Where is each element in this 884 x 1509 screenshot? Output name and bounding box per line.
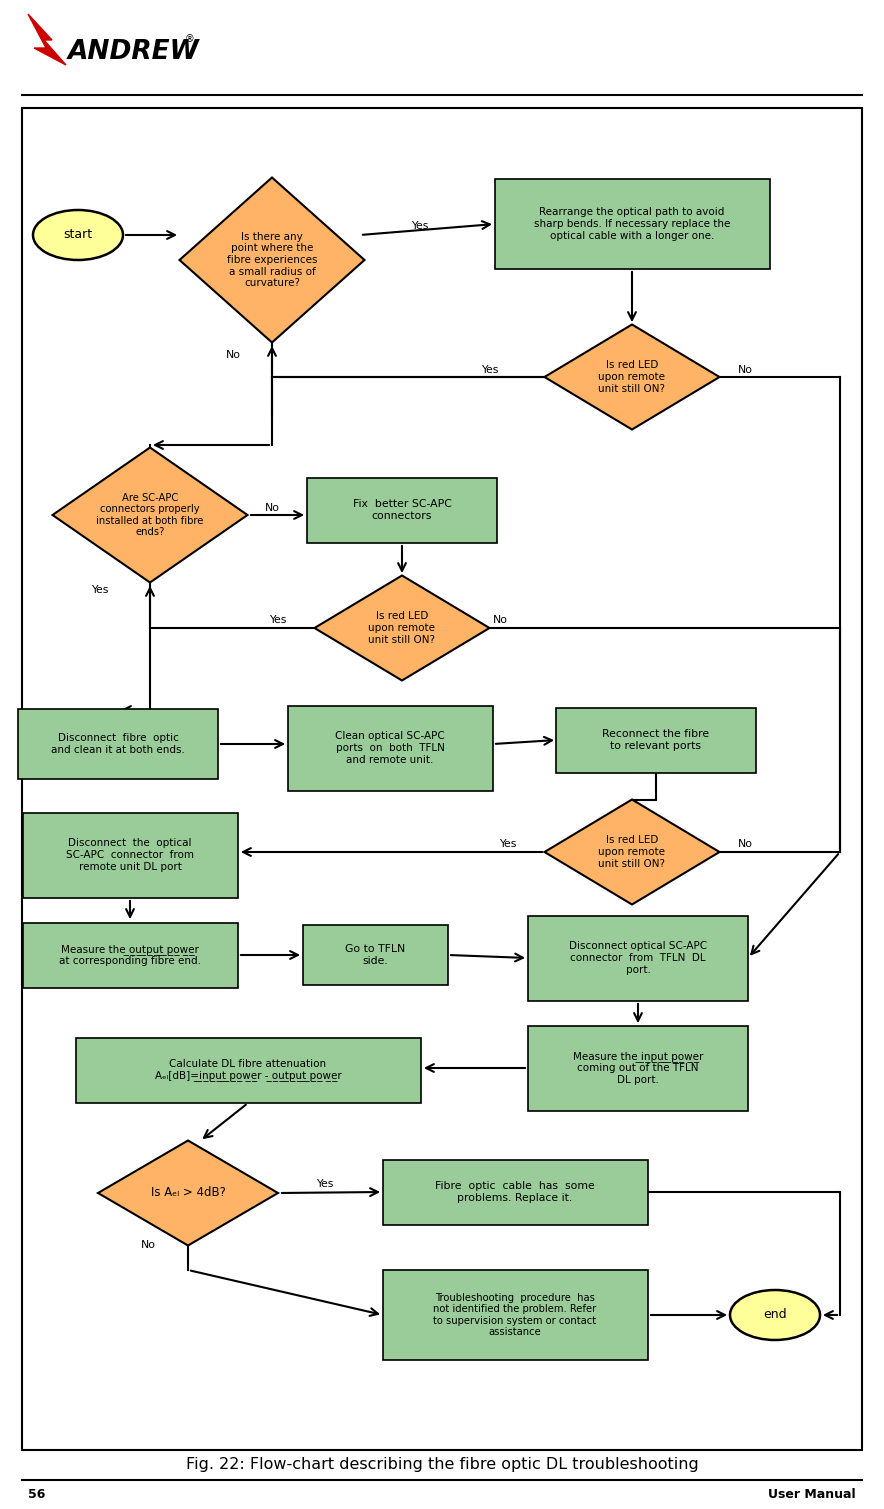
Polygon shape xyxy=(179,178,364,343)
FancyBboxPatch shape xyxy=(22,922,238,987)
Text: Fibre  optic  cable  has  some
problems. Replace it.: Fibre optic cable has some problems. Rep… xyxy=(435,1182,595,1203)
FancyBboxPatch shape xyxy=(75,1038,421,1103)
FancyBboxPatch shape xyxy=(528,916,748,1000)
FancyBboxPatch shape xyxy=(383,1159,647,1224)
Text: Troubleshooting  procedure  has
not identified the problem. Refer
to supervision: Troubleshooting procedure has not identi… xyxy=(433,1293,597,1337)
FancyBboxPatch shape xyxy=(307,477,497,543)
Text: Rearrange the optical path to avoid
sharp bends. If necessary replace the
optica: Rearrange the optical path to avoid shar… xyxy=(534,207,730,240)
Text: 56: 56 xyxy=(28,1488,45,1501)
Polygon shape xyxy=(98,1141,278,1245)
Text: No: No xyxy=(264,502,279,513)
Polygon shape xyxy=(28,14,66,65)
Text: ANDREW: ANDREW xyxy=(68,39,200,65)
Text: No: No xyxy=(141,1240,156,1249)
Text: Is there any
point where the
fibre experiences
a small radius of
curvature?: Is there any point where the fibre exper… xyxy=(227,232,317,288)
FancyBboxPatch shape xyxy=(494,180,769,269)
Text: Clean optical SC-APC
ports  on  both  TFLN
and remote unit.: Clean optical SC-APC ports on both TFLN … xyxy=(335,732,445,765)
Text: Are SC-APC
connectors properly
installed at both fibre
ends?: Are SC-APC connectors properly installed… xyxy=(96,492,203,537)
FancyBboxPatch shape xyxy=(18,709,218,779)
Text: Yes: Yes xyxy=(499,839,516,850)
Text: ®: ® xyxy=(185,35,194,44)
Text: Yes: Yes xyxy=(411,220,429,231)
Text: Fix  better SC-APC
connectors: Fix better SC-APC connectors xyxy=(353,499,452,521)
Text: Reconnect the fibre
to relevant ports: Reconnect the fibre to relevant ports xyxy=(602,729,710,751)
Ellipse shape xyxy=(33,210,123,260)
Text: Disconnect  fibre  optic
and clean it at both ends.: Disconnect fibre optic and clean it at b… xyxy=(51,733,185,754)
Text: Calculate DL fibre attenuation
Aₑₗ[dB]=̲i̲n̲p̲u̲t̲ ̲p̲o̲w̲e̲r - ̲o̲u̲t̲p̲u̲t̲ ̲p: Calculate DL fibre attenuation Aₑₗ[dB]=̲… xyxy=(155,1059,341,1082)
Text: No: No xyxy=(225,350,240,361)
Text: User Manual: User Manual xyxy=(768,1488,856,1501)
Text: Is red LED
upon remote
unit still ON?: Is red LED upon remote unit still ON? xyxy=(369,611,436,644)
FancyBboxPatch shape xyxy=(302,925,447,985)
Text: Yes: Yes xyxy=(270,616,286,625)
Text: Measure the ̲i̲n̲p̲u̲t̲ ̲p̲o̲w̲e̲r
coming out of the TFLN
DL port.: Measure the ̲i̲n̲p̲u̲t̲ ̲p̲o̲w̲e̲r comin… xyxy=(573,1050,703,1085)
Text: No: No xyxy=(737,365,752,376)
FancyBboxPatch shape xyxy=(22,109,862,1450)
FancyBboxPatch shape xyxy=(556,708,756,773)
Polygon shape xyxy=(315,575,490,681)
FancyBboxPatch shape xyxy=(287,706,492,791)
Text: start: start xyxy=(64,228,93,241)
Text: Is Aₑₗ > 4dB?: Is Aₑₗ > 4dB? xyxy=(150,1186,225,1200)
Ellipse shape xyxy=(730,1290,820,1340)
Text: Disconnect  the  optical
SC-APC  connector  from
remote unit DL port: Disconnect the optical SC-APC connector … xyxy=(66,839,194,872)
Text: Is red LED
upon remote
unit still ON?: Is red LED upon remote unit still ON? xyxy=(598,361,666,394)
Polygon shape xyxy=(545,800,720,904)
Text: Yes: Yes xyxy=(481,365,499,376)
Polygon shape xyxy=(52,448,248,582)
Text: Measure the ̲o̲u̲t̲p̲u̲t̲ ̲p̲o̲w̲e̲r
at corresponding fibre end.: Measure the ̲o̲u̲t̲p̲u̲t̲ ̲p̲o̲w̲e̲r at … xyxy=(59,943,201,966)
Text: Disconnect optical SC-APC
connector  from  TFLN  DL
port.: Disconnect optical SC-APC connector from… xyxy=(569,942,707,975)
Text: Yes: Yes xyxy=(91,585,109,595)
FancyBboxPatch shape xyxy=(383,1271,647,1360)
Polygon shape xyxy=(545,324,720,430)
FancyBboxPatch shape xyxy=(528,1026,748,1111)
Text: Is red LED
upon remote
unit still ON?: Is red LED upon remote unit still ON? xyxy=(598,836,666,869)
Text: end: end xyxy=(763,1308,787,1322)
Text: No: No xyxy=(492,616,507,625)
Text: Go to TFLN
side.: Go to TFLN side. xyxy=(345,945,405,966)
Text: No: No xyxy=(737,839,752,850)
Text: Fig. 22: Flow-chart describing the fibre optic DL troubleshooting: Fig. 22: Flow-chart describing the fibre… xyxy=(186,1458,698,1473)
FancyBboxPatch shape xyxy=(22,812,238,898)
Text: Yes: Yes xyxy=(316,1179,333,1189)
